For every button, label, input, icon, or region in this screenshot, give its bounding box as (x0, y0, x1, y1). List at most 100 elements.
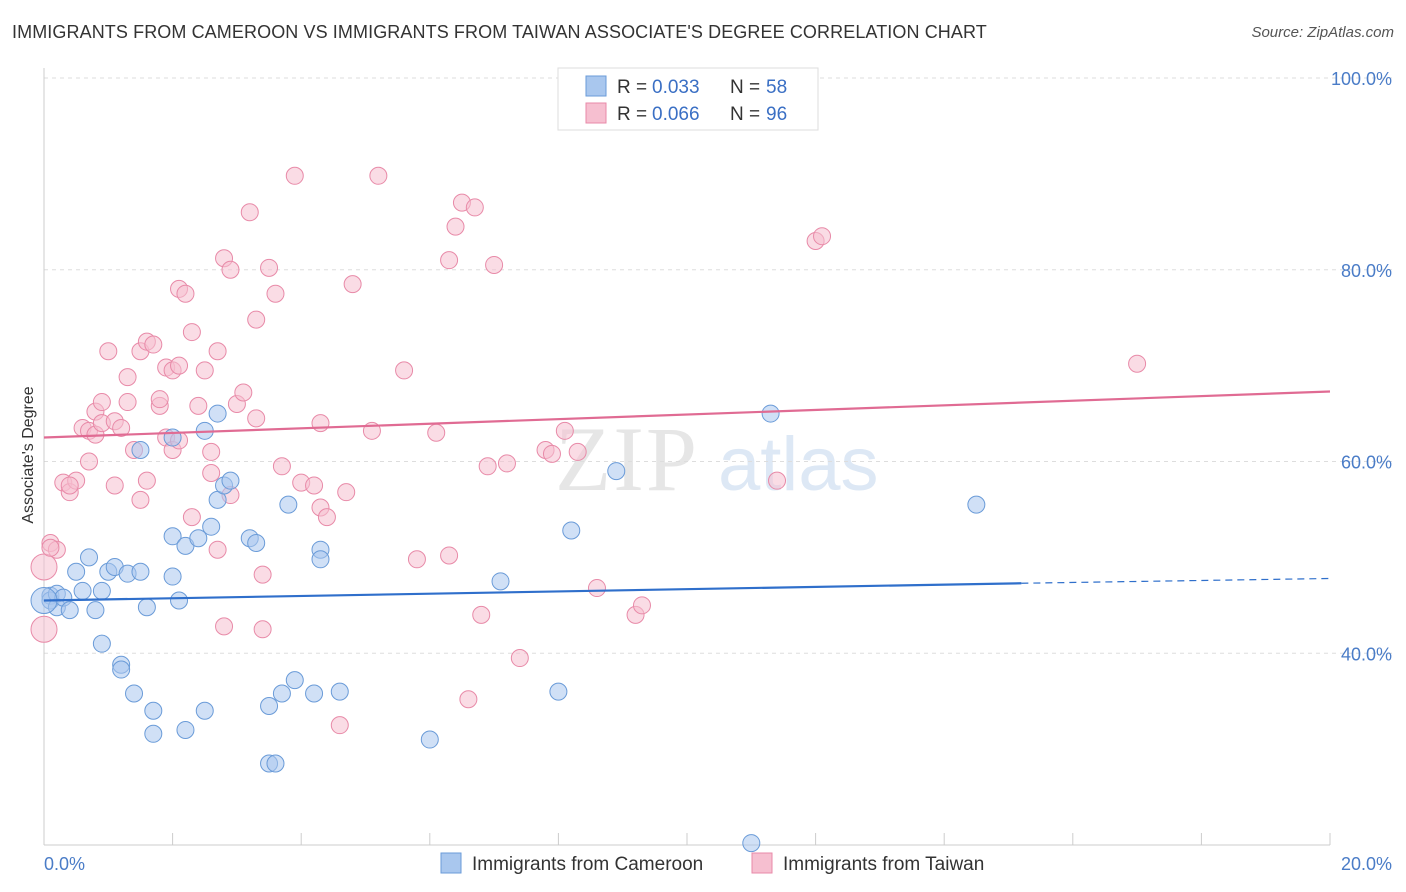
cameroon-point (92, 581, 111, 600)
cameroon-point (208, 404, 227, 423)
taiwan-point (343, 275, 362, 294)
taiwan-point (150, 390, 169, 409)
taiwan-point (485, 255, 504, 274)
bottom-legend-swatch-taiwan (751, 852, 773, 874)
tick-labels: 40.0% 60.0% 80.0% 100.0% 0.0% 20.0% (44, 69, 1392, 874)
cameroon-point (176, 720, 195, 739)
y-tick-label: 100.0% (1331, 69, 1392, 89)
legend-n-label-2: N = (730, 104, 760, 125)
taiwan-point (459, 690, 478, 709)
cameroon-point (491, 572, 510, 591)
cameroon-point (311, 550, 330, 569)
taiwan-point (768, 471, 787, 490)
taiwan-point (170, 356, 189, 375)
x-tick-label-min: 0.0% (44, 854, 85, 874)
cameroon-point (144, 701, 163, 720)
taiwan-point (118, 393, 137, 412)
taiwan-point (105, 476, 124, 495)
taiwan-point (427, 423, 446, 442)
taiwan-point (1128, 354, 1147, 373)
cameroon-trend-line (43, 582, 1022, 602)
cameroon-point (189, 529, 208, 548)
taiwan-point (247, 409, 266, 428)
taiwan-point (41, 538, 60, 557)
bottom-legend-label-cameroon: Immigrants from Cameroon (472, 854, 703, 875)
cameroon-point (272, 684, 291, 703)
cameroon-point (305, 684, 324, 703)
taiwan-point (253, 620, 272, 639)
taiwan-point (510, 649, 529, 668)
taiwan-point (137, 471, 156, 490)
taiwan-point (30, 615, 58, 643)
cameroon-point (92, 634, 111, 653)
gridlines (44, 77, 1392, 654)
legend-swatch-cameroon (585, 75, 607, 97)
taiwan-point (99, 342, 118, 361)
taiwan-point (247, 310, 266, 329)
legend-r-value-2: 0.066 (652, 104, 700, 125)
cameroon-point (163, 567, 182, 586)
source-credit: Source: ZipAtlas.com (1251, 24, 1394, 41)
taiwan-point (285, 166, 304, 185)
cameroon-point (607, 462, 626, 481)
taiwan-point (497, 454, 516, 473)
cameroon-point (67, 562, 86, 581)
y-tick-label: 40.0% (1341, 644, 1392, 664)
taiwan-point (337, 483, 356, 502)
taiwan-point (407, 550, 426, 569)
taiwan-point (221, 260, 240, 279)
bottom-legend: Immigrants from Cameroon Immigrants from… (440, 852, 984, 875)
taiwan-point (240, 203, 259, 222)
cameroon-point (266, 754, 285, 773)
trend-lines (43, 390, 1331, 602)
cameroon-point (967, 495, 986, 514)
taiwan-point (305, 476, 324, 495)
cameroon-point (125, 684, 144, 703)
cameroon-point (170, 591, 189, 610)
cameroon-point (761, 404, 780, 423)
taiwan-point (60, 476, 79, 495)
legend-r-label-2: R = (617, 104, 647, 125)
cameroon-point (260, 696, 279, 715)
taiwan-point (395, 361, 414, 380)
taiwan-point (440, 251, 459, 270)
taiwan-point (813, 227, 832, 246)
taiwan-point (330, 716, 349, 735)
legend-n-value-2: 96 (766, 104, 787, 125)
taiwan-point (272, 457, 291, 476)
taiwan-point (555, 421, 574, 440)
cameroon-point (144, 724, 163, 743)
taiwan-point (369, 166, 388, 185)
cameroon-point (131, 562, 150, 581)
taiwan-point (202, 442, 221, 461)
legend-r-value-1: 0.033 (652, 77, 700, 98)
taiwan-points (30, 166, 1147, 735)
taiwan-point (182, 323, 201, 342)
cameroon-point (163, 428, 182, 447)
taiwan-point (208, 342, 227, 361)
legend-r-label-1: R = (617, 77, 647, 98)
taiwan-point (465, 198, 484, 217)
watermark: ZIP atlas (555, 408, 879, 510)
taiwan-point (131, 490, 150, 509)
taiwan-point (118, 368, 137, 387)
legend-swatch-taiwan (585, 102, 607, 124)
y-tick-label: 80.0% (1341, 261, 1392, 281)
taiwan-point (317, 508, 336, 527)
taiwan-point (440, 546, 459, 565)
cameroon-point (221, 471, 240, 490)
cameroon-point (247, 533, 266, 552)
cameroon-point (562, 521, 581, 540)
axes (43, 68, 1331, 846)
taiwan-point (587, 579, 606, 598)
cameroon-point (330, 682, 349, 701)
taiwan-point (446, 217, 465, 236)
taiwan-point (542, 444, 561, 463)
cameroon-point (742, 834, 761, 853)
cameroon-point (285, 671, 304, 690)
bottom-legend-label-taiwan: Immigrants from Taiwan (783, 854, 984, 875)
taiwan-point (92, 393, 111, 412)
taiwan-point (234, 383, 253, 402)
taiwan-point (144, 335, 163, 354)
